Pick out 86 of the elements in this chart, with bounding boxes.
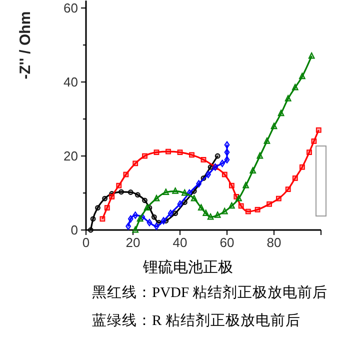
point [245,208,251,214]
point [224,141,230,149]
point [190,194,198,202]
point [95,205,100,210]
point [196,180,202,188]
point [153,194,160,202]
y-tick-label: 0 [70,222,78,238]
point [214,153,220,159]
point [284,94,292,102]
x-tick-label: 20 [126,235,140,250]
point [214,212,221,218]
point [126,222,131,230]
y-tick-label: 40 [64,74,78,90]
point [154,222,160,230]
point [104,205,110,210]
point [202,210,210,216]
point [250,167,256,174]
point [229,182,234,188]
y-tick-label: 20 [64,148,78,164]
x-tick-label: 60 [220,235,234,250]
point [221,208,228,214]
point [224,156,230,164]
text: 蓝绿线：R 粘结剂正极放电前后 [92,312,300,329]
point [182,189,188,196]
point [144,204,150,210]
point [308,52,315,59]
point [142,198,148,204]
point [292,84,298,90]
point [154,150,160,155]
point [189,152,194,158]
point [256,152,264,159]
point [182,200,188,205]
point [306,150,312,155]
point [316,127,322,133]
x-tick-label: 40 [172,235,188,250]
x-tick-label: 0 [82,235,90,250]
point [222,172,228,178]
point [109,194,115,200]
point [228,202,235,209]
point [132,160,138,166]
point [207,213,214,220]
point [90,216,96,222]
point [266,201,272,207]
point [270,122,278,130]
point [160,217,166,224]
point [236,194,242,202]
point [242,182,249,188]
point [135,192,140,198]
point [238,203,244,209]
point [172,187,178,194]
x-tick-label: 80 [266,235,282,250]
point [300,164,305,170]
point [132,226,139,233]
text: 黑红线：PVDF 粘结剂正极放电前后 [92,284,328,301]
point [88,227,94,233]
point [132,212,138,219]
point [142,153,148,159]
point [146,218,152,226]
point [292,176,298,181]
point [136,215,144,222]
point [254,206,260,212]
point [118,189,124,195]
point [276,196,282,202]
point [177,200,183,208]
point [311,138,317,144]
y-axis-title: -Z'' / Ohm [17,11,34,80]
text: 锂硫电池正极 [142,259,233,276]
point [172,210,178,216]
point [128,215,134,223]
point [264,138,270,144]
point [151,214,157,220]
point [200,157,206,162]
point [128,190,134,195]
point [299,72,306,80]
point [278,110,284,116]
point [198,204,204,210]
point [116,182,122,188]
point [285,186,291,192]
point [177,150,183,155]
point [162,188,170,195]
point [224,148,230,156]
y-tick-label: 60 [64,0,78,16]
point [168,210,174,218]
point [100,216,106,222]
point [166,148,171,154]
point [102,196,108,202]
